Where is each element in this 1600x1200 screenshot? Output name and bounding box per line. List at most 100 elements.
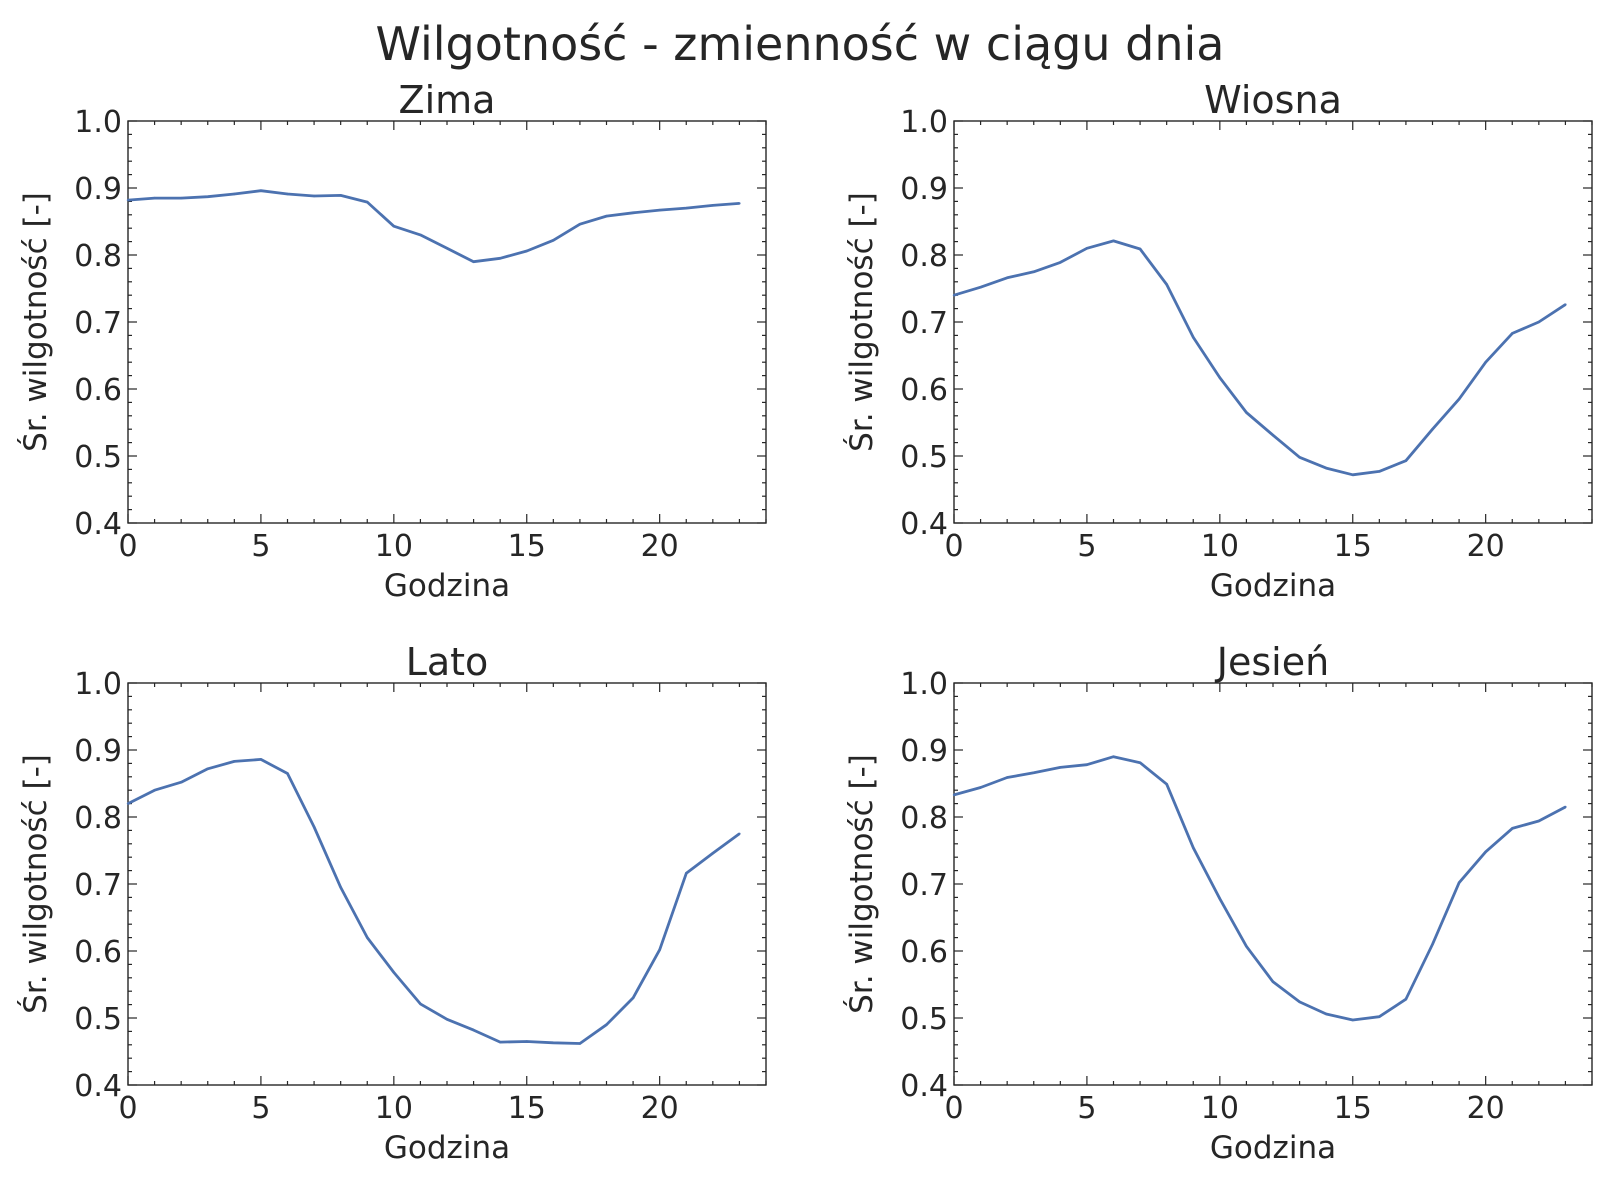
data-point xyxy=(1245,411,1248,414)
y-tick-label: 0.4 xyxy=(900,507,948,542)
data-point xyxy=(685,872,688,875)
data-point xyxy=(126,802,130,805)
data-point xyxy=(1112,239,1115,243)
data-point xyxy=(525,1040,528,1043)
data-point xyxy=(1192,336,1195,339)
data-point xyxy=(1325,1012,1328,1016)
x-axis-label: Godzina xyxy=(384,1130,510,1166)
y-tick-label: 1.0 xyxy=(900,105,948,140)
data-point xyxy=(1511,332,1514,335)
data-point xyxy=(180,196,183,200)
data-point xyxy=(1484,361,1487,364)
data-point xyxy=(1511,827,1514,830)
data-point xyxy=(286,192,289,196)
x-tick-label: 20 xyxy=(1467,1091,1505,1126)
data-point xyxy=(631,211,635,214)
data-point xyxy=(1218,376,1222,379)
chart-panel-wiosna: Wiosna 0 5 10 15 20 0.4 0.5 0.6 0.7 0.8 0.9 1.0 Godzi… xyxy=(843,78,1593,604)
data-point xyxy=(1431,943,1434,946)
data-point xyxy=(1457,881,1461,884)
data-point xyxy=(1059,766,1062,769)
x-tick-label: 0 xyxy=(944,1091,963,1126)
x-tick-label: 5 xyxy=(251,1091,270,1126)
x-tick-label: 10 xyxy=(375,529,413,564)
data-point xyxy=(1138,247,1142,251)
data-point xyxy=(1112,755,1115,758)
data-point xyxy=(366,936,369,939)
data-point xyxy=(979,286,982,289)
series-line xyxy=(953,239,1567,477)
chart-panel-lato: Lato 0 5 10 15 20 0.4 0.5 0.6 0.7 0.8 0.9 1.0 Godzina… xyxy=(17,640,767,1166)
data-point xyxy=(1351,473,1355,476)
data-point xyxy=(419,1002,422,1006)
data-point xyxy=(339,886,342,889)
panel-title: Lato xyxy=(406,640,489,684)
y-tick-label: 0.9 xyxy=(900,172,948,207)
data-point xyxy=(1325,466,1328,470)
chart-panel-jesien: Jesień 0 5 10 15 20 0.4 0.5 0.6 0.7 0.8 0.9 1.0 Godzi… xyxy=(843,640,1593,1166)
y-axis-label: Śr. wilgotność [-] xyxy=(17,192,54,452)
data-point xyxy=(206,767,209,770)
data-point xyxy=(738,202,741,205)
data-point xyxy=(631,996,635,1000)
data-point xyxy=(259,189,263,192)
data-point xyxy=(578,223,582,226)
panel-title: Jesień xyxy=(1215,640,1329,684)
data-point xyxy=(1431,428,1434,431)
data-point xyxy=(1404,459,1408,462)
data-point xyxy=(658,948,661,951)
data-point xyxy=(392,971,395,974)
x-tick-label: 15 xyxy=(508,1091,546,1126)
data-point xyxy=(552,1041,555,1045)
data-point xyxy=(392,225,395,228)
y-tick-label: 0.6 xyxy=(74,373,122,408)
data-point xyxy=(1006,776,1009,779)
y-tick-label: 0.8 xyxy=(74,239,122,274)
data-point xyxy=(578,1042,582,1045)
data-point xyxy=(711,852,714,855)
data-point xyxy=(1378,470,1381,473)
data-point xyxy=(952,793,956,797)
panel-title: Zima xyxy=(399,78,496,122)
data-point xyxy=(1564,303,1567,306)
y-tick-label: 0.7 xyxy=(74,306,122,341)
x-tick-label: 15 xyxy=(1334,529,1372,564)
y-axis-label: Śr. wilgotność [-] xyxy=(17,754,54,1014)
data-point xyxy=(685,206,688,210)
y-tick-label: 0.4 xyxy=(74,507,122,542)
x-tick-label: 10 xyxy=(1201,529,1239,564)
plot-frame xyxy=(127,120,767,524)
data-point xyxy=(738,832,741,835)
data-point xyxy=(126,198,130,202)
data-point xyxy=(366,200,369,204)
data-point xyxy=(259,758,263,761)
y-tick-label: 0.5 xyxy=(74,1002,122,1037)
data-point xyxy=(1271,980,1275,983)
y-axis-label: Śr. wilgotność [-] xyxy=(843,192,880,452)
data-point xyxy=(233,760,236,763)
data-point xyxy=(312,825,316,829)
data-point xyxy=(1484,850,1487,853)
data-point xyxy=(499,257,502,260)
data-point xyxy=(605,214,608,218)
data-point xyxy=(1298,456,1301,459)
data-point xyxy=(1298,1000,1301,1004)
series-line xyxy=(127,189,740,264)
y-tick-label: 1.0 xyxy=(74,667,122,702)
panel-title: Wiosna xyxy=(1204,78,1342,122)
data-point xyxy=(605,1023,608,1026)
data-point xyxy=(1006,276,1009,279)
x-tick-label: 10 xyxy=(1201,1091,1239,1126)
data-point xyxy=(1085,247,1089,250)
y-tick-label: 0.6 xyxy=(900,935,948,970)
figure-title: Wilgotność - zmienność w ciągu dnia xyxy=(376,17,1225,71)
y-tick-label: 0.8 xyxy=(900,801,948,836)
x-axis-label: Godzina xyxy=(1210,1130,1336,1166)
data-point xyxy=(312,194,316,198)
x-tick-label: 5 xyxy=(1077,529,1096,564)
data-point xyxy=(233,192,236,196)
y-tick-label: 0.9 xyxy=(74,172,122,207)
y-tick-label: 0.5 xyxy=(900,1002,948,1037)
data-point xyxy=(1404,998,1408,1001)
